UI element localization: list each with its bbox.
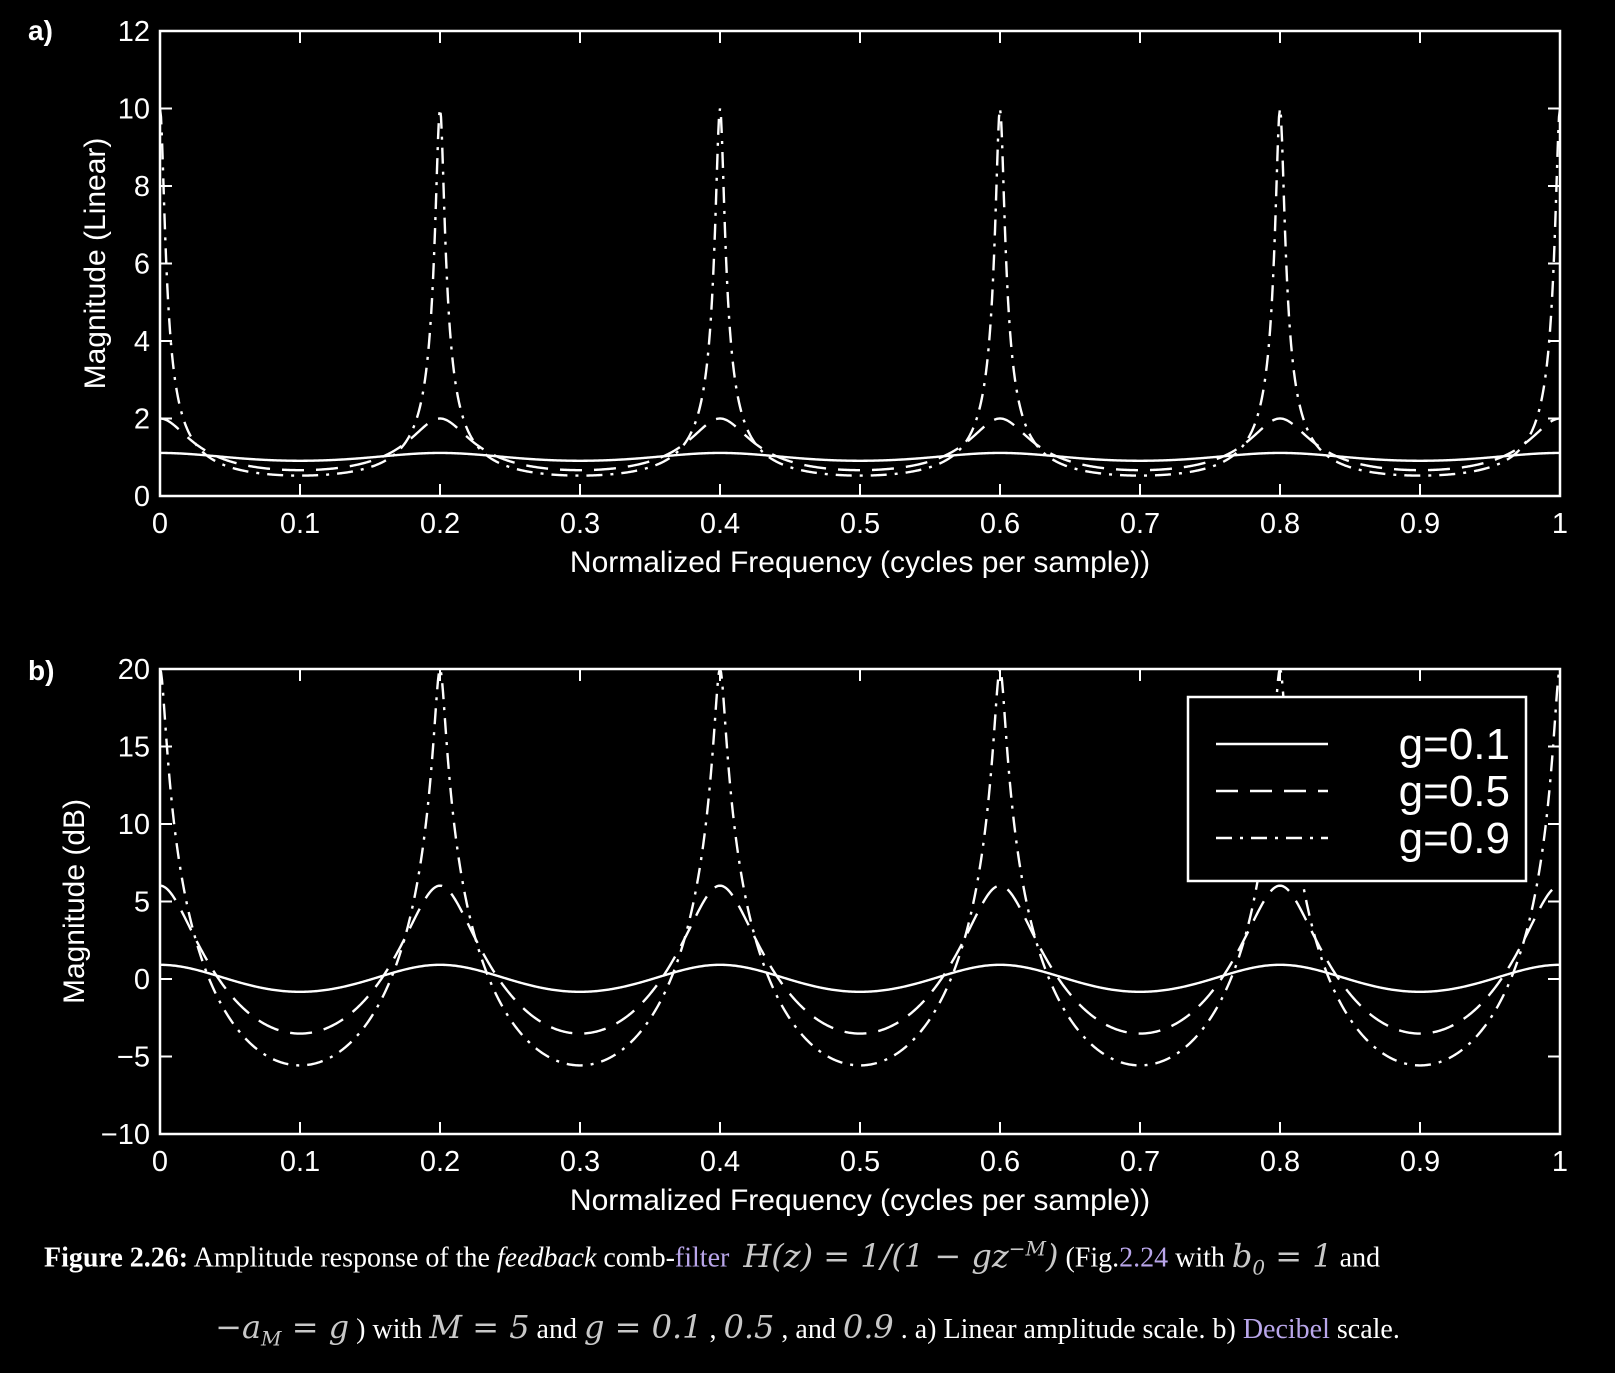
panel-label: b)	[28, 655, 54, 686]
caption-text: with	[1168, 1242, 1232, 1274]
legend-entry-label: g=0.9	[1399, 814, 1510, 863]
y-tick-label: 10	[118, 809, 150, 841]
y-axis-label: Magnitude (Linear)	[79, 138, 112, 390]
y-tick-label: −10	[101, 1119, 150, 1151]
series-group	[160, 669, 1560, 1067]
figure: a)0 0.1 0.2 0.3 0.4 0.5 0.6 0.7 0.8 0.9 1024681012…	[28, 15, 1568, 1217]
figure-caption-line-1: Figure 2.26: Amplitude response of the f…	[0, 1236, 1615, 1279]
series-line-g-0-1	[160, 451, 1560, 462]
plot-frame	[158, 29, 1562, 498]
x-tick-label: 0.4	[700, 508, 740, 540]
x-tick-label: 0.1	[280, 1146, 320, 1178]
filter-link[interactable]: filter	[674, 1242, 730, 1274]
legend: g=0.1g=0.5g=0.9	[1186, 695, 1528, 883]
series-line-g-0-5	[160, 417, 1560, 472]
panel-b-decibel: b) 0 0.1 0.2 0.3 0.4 0.5 0.6 0.7 0.8 0.9 1 −10 −5 0 5 10…	[28, 654, 1568, 1217]
series-group	[160, 108, 1560, 477]
caption-text: , and	[774, 1314, 843, 1345]
panel-label: a)	[28, 15, 53, 46]
figure-2-24-link[interactable]: 2.24	[1119, 1242, 1169, 1274]
x-tick-label: 0.6	[980, 508, 1020, 540]
x-axis-label: Normalized Frequency (cycles per sample)…	[570, 546, 1150, 579]
y-tick-label: 20	[118, 654, 150, 686]
caption-text: comb-	[596, 1242, 675, 1274]
x-tick-label: 0	[152, 1146, 168, 1178]
caption-text: and	[1332, 1242, 1381, 1274]
y-tick-label: 10	[118, 94, 150, 126]
figure-label: Figure 2.26:	[44, 1242, 189, 1274]
x-tick-label: 0.2	[420, 1146, 460, 1178]
y-tick-label: 4	[134, 326, 150, 358]
x-tick-label: 0.5	[840, 1146, 880, 1178]
y-tick-label: 2	[134, 404, 150, 436]
y-tick-label: 8	[134, 171, 150, 203]
caption-text: Amplitude response of the	[188, 1242, 497, 1274]
series-line-g-0-9	[160, 108, 1560, 477]
legend-entry-label: g=0.1	[1399, 720, 1510, 769]
caption-text: ) with	[349, 1314, 430, 1345]
x-tick-label: 0.7	[1120, 1146, 1160, 1178]
g09-math: 0.9	[842, 1308, 894, 1346]
caption-text: and	[529, 1314, 584, 1345]
caption-text: scale.	[1329, 1314, 1400, 1345]
x-tick-label: 0.9	[1400, 1146, 1440, 1178]
caption-text: ,	[702, 1314, 724, 1345]
x-tick-label: 0.2	[420, 508, 460, 540]
g-math: g = 0.1	[583, 1308, 703, 1346]
x-axis-label: Normalized Frequency (cycles per sample)…	[570, 1184, 1150, 1217]
caption-text: (Fig.	[1058, 1242, 1120, 1274]
g05-math: 0.5	[723, 1308, 775, 1346]
b0-math: b0 = 1	[1231, 1236, 1333, 1280]
legend-box	[1186, 695, 1528, 883]
x-tick-label: 0.4	[700, 1146, 740, 1178]
figure-caption-line-2: −aM = g ) with M = 5 and g = 0.1 , 0.5 ,…	[0, 1308, 1615, 1350]
y-axis-label: Magnitude (dB)	[58, 799, 91, 1004]
x-tick-label: 1	[1552, 1146, 1568, 1178]
series-line-g-0-5	[160, 884, 1560, 1035]
y-tick-label: −5	[117, 1042, 150, 1074]
x-tick-label: 0.9	[1400, 508, 1440, 540]
y-tick-label: 0	[134, 964, 150, 996]
x-tick-label: 0	[152, 508, 168, 540]
y-tick-label: 5	[134, 887, 150, 919]
decibel-link[interactable]: Decibel	[1242, 1314, 1330, 1345]
x-tick-label: 0.1	[280, 508, 320, 540]
panel-a-linear: a)0 0.1 0.2 0.3 0.4 0.5 0.6 0.7 0.8 0.9 1024681012…	[28, 15, 1568, 579]
y-tick-label: 6	[134, 249, 150, 281]
series-line-g-0-9	[160, 669, 1560, 1067]
x-tick-label: 1	[1552, 508, 1568, 540]
y-tick-label: 12	[118, 16, 150, 48]
series-line-g-0-1	[160, 963, 1560, 994]
am-math: −aM = g	[215, 1308, 350, 1351]
x-tick-label: 0.8	[1260, 508, 1300, 540]
x-tick-label: 0.3	[560, 508, 600, 540]
m-math: M = 5	[429, 1308, 530, 1346]
x-tick-label: 0.6	[980, 1146, 1020, 1178]
caption-emphasis: feedback	[496, 1242, 597, 1274]
y-tick-label: 15	[118, 732, 150, 764]
x-tick-label: 0.3	[560, 1146, 600, 1178]
x-tick-label: 0.5	[840, 508, 880, 540]
x-tick-label: 0.8	[1260, 1146, 1300, 1178]
transfer-function-math: H(z) = 1/(1 − gz−M)	[743, 1236, 1059, 1275]
caption-text: . a) Linear amplitude scale. b)	[893, 1314, 1243, 1345]
legend-entry-label: g=0.5	[1399, 767, 1510, 816]
y-tick-label: 0	[134, 481, 150, 513]
x-tick-label: 0.7	[1120, 508, 1160, 540]
